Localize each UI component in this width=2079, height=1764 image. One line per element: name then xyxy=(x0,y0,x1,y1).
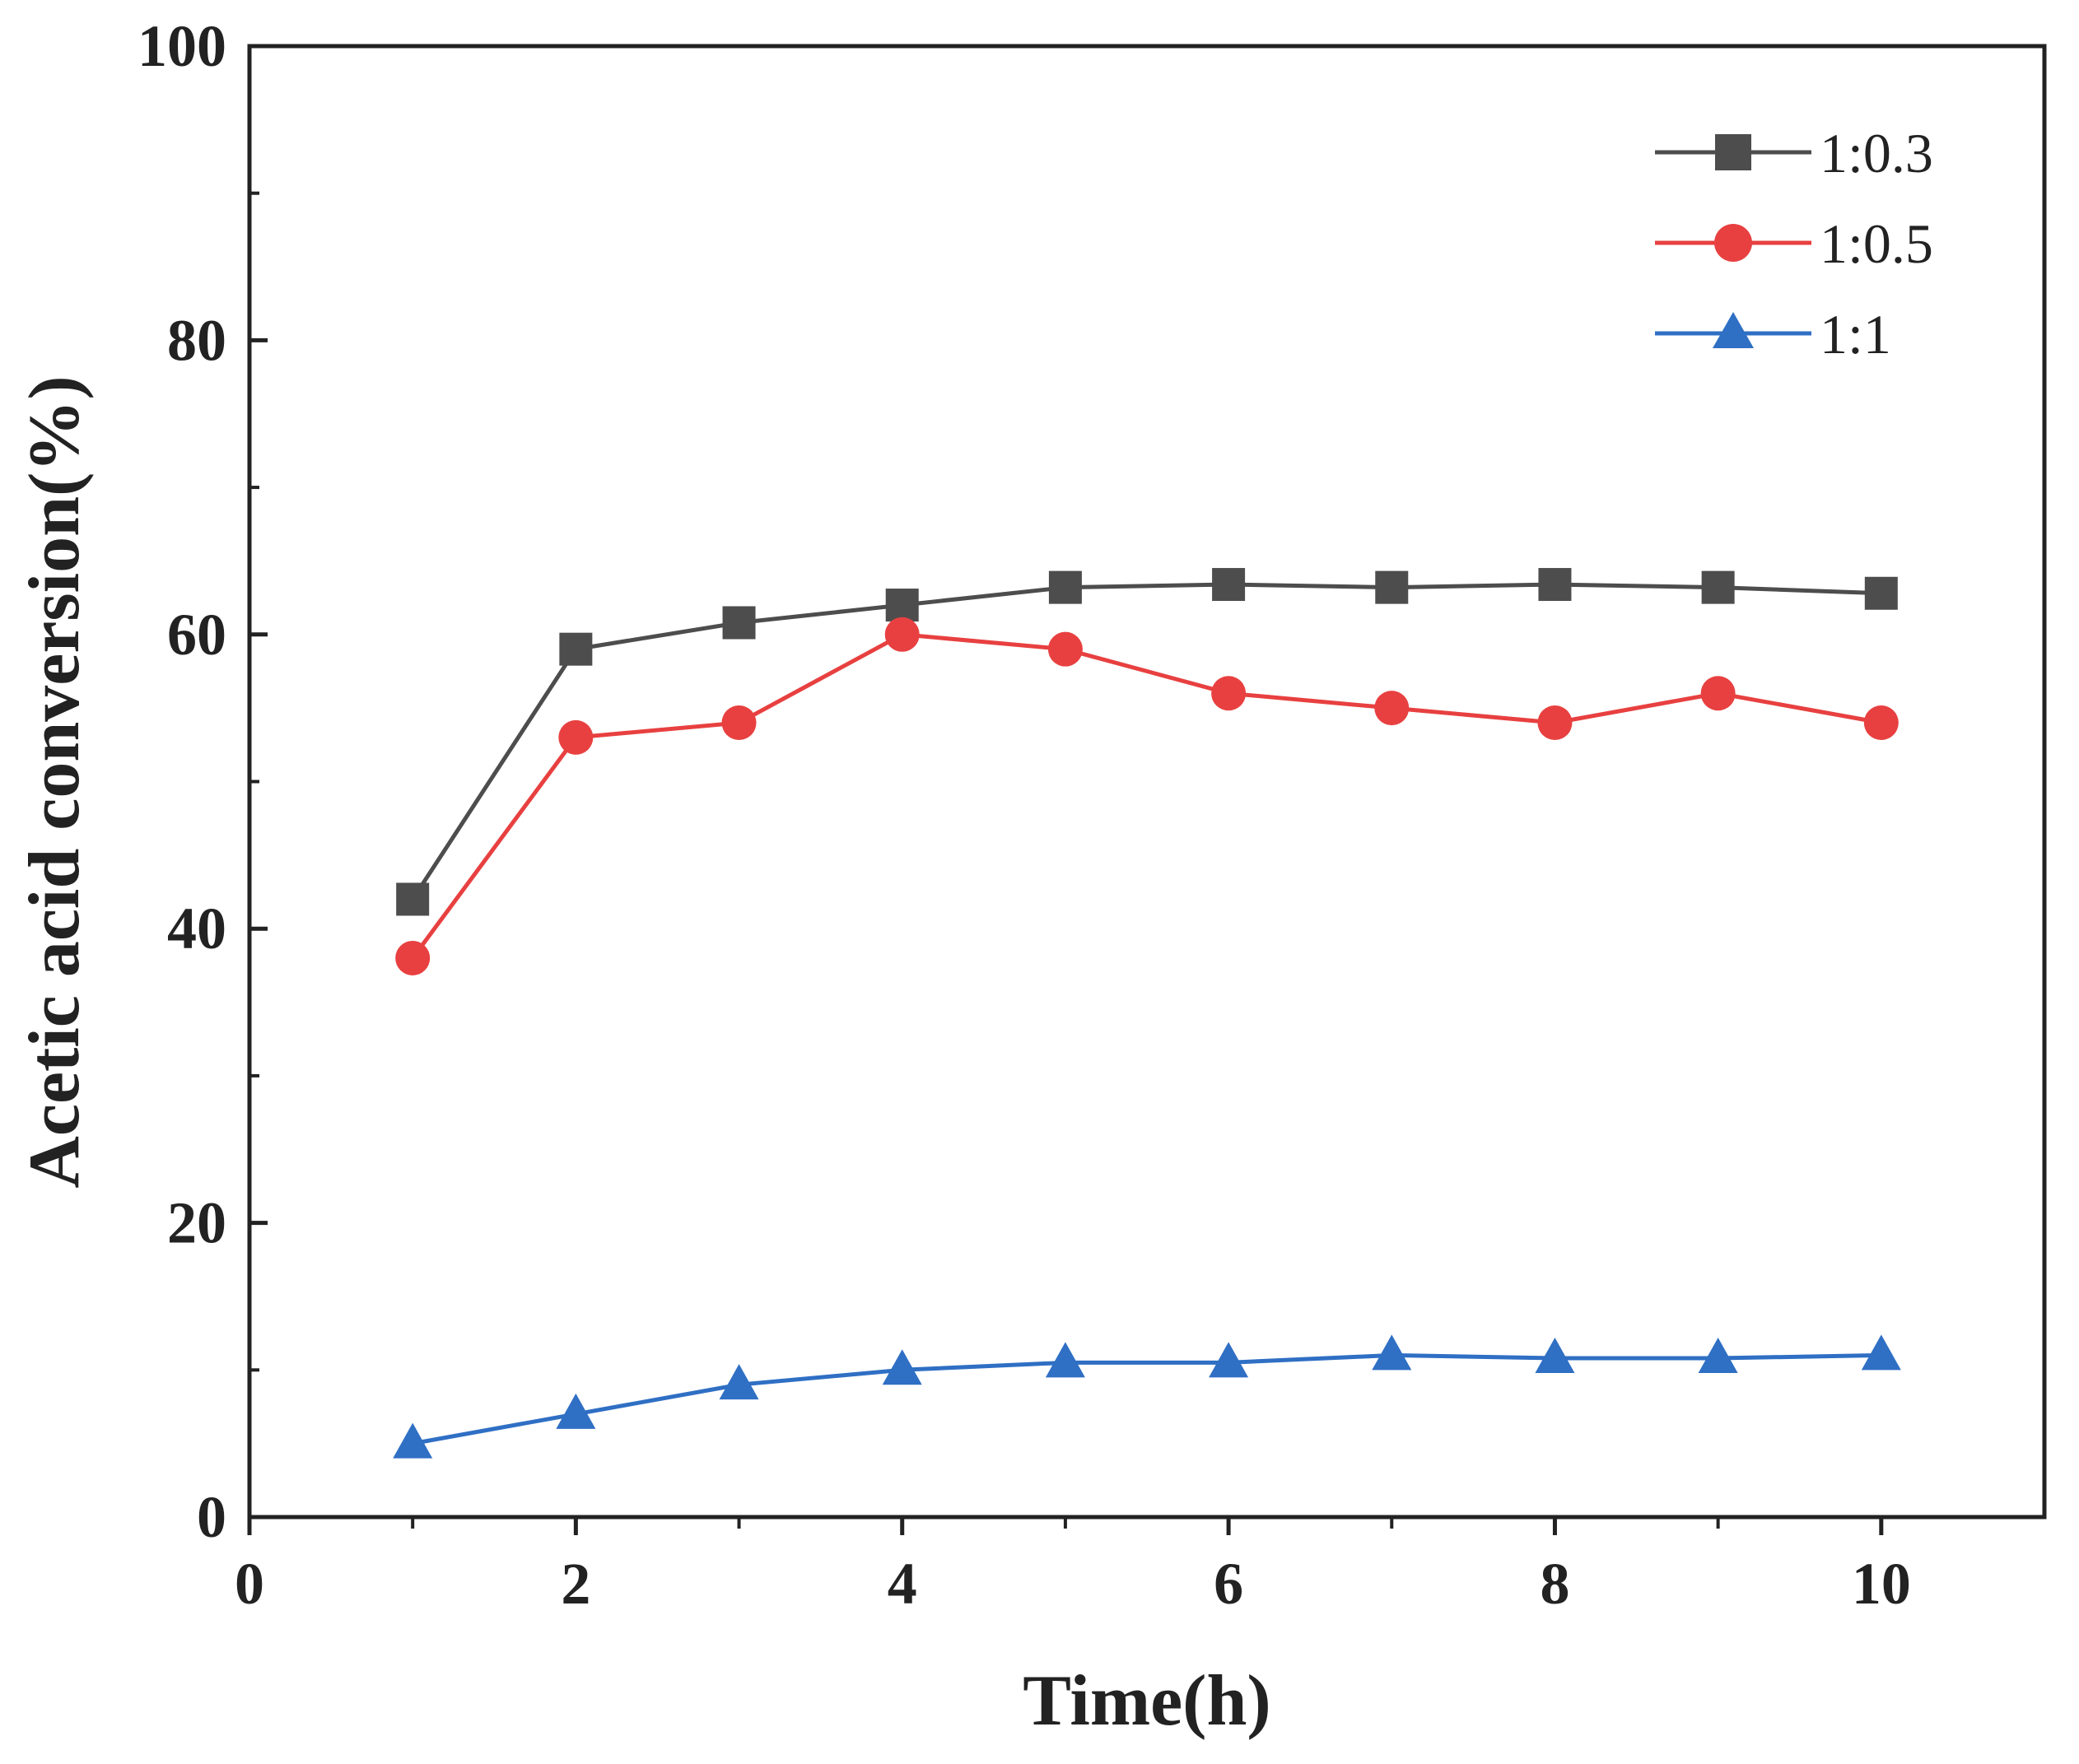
data-point-s2-8 xyxy=(1537,705,1573,741)
legend-marker-1 xyxy=(1715,134,1751,170)
data-point-s3-1 xyxy=(393,1422,433,1459)
y-tick-label-0: 0 xyxy=(197,1484,226,1550)
x-tick-label-5: 10 xyxy=(1852,1551,1911,1617)
x-tick-label-0: 0 xyxy=(235,1551,264,1617)
x-tick-label-2: 4 xyxy=(888,1551,917,1617)
data-point-s3-4 xyxy=(882,1349,922,1385)
data-point-s2-1 xyxy=(395,940,431,975)
data-point-s2-7 xyxy=(1374,691,1410,726)
legend: 1:0.3 1:0.5 1:1 xyxy=(1655,122,1933,365)
legend-label-3: 1:1 xyxy=(1820,303,1891,365)
data-point-s2-6 xyxy=(1211,676,1247,711)
data-point-s2-3 xyxy=(721,705,757,741)
data-point-s3-7 xyxy=(1372,1334,1412,1371)
y-tick-label-1: 20 xyxy=(167,1190,226,1256)
legend-label-2: 1:0.5 xyxy=(1820,212,1933,275)
data-point-s2-4 xyxy=(884,617,920,652)
legend-item-1: 1:0.3 xyxy=(1655,122,1933,184)
legend-label-1: 1:0.3 xyxy=(1820,122,1933,184)
data-point-s1-6 xyxy=(1212,568,1246,602)
data-point-s1-4 xyxy=(885,589,919,622)
legend-marker-2 xyxy=(1714,224,1752,262)
legend-item-3: 1:1 xyxy=(1655,303,1891,365)
plot-area xyxy=(247,44,2047,1520)
data-point-s3-3 xyxy=(719,1364,759,1400)
data-point-s3-9 xyxy=(1698,1338,1738,1374)
data-point-s1-1 xyxy=(396,882,430,916)
data-point-s1-9 xyxy=(1701,570,1735,604)
data-point-s1-7 xyxy=(1375,570,1409,604)
x-tick-label-3: 6 xyxy=(1214,1551,1243,1617)
y-tick-label-5: 100 xyxy=(138,13,226,79)
series-2 xyxy=(395,617,1899,975)
data-point-s3-5 xyxy=(1045,1342,1085,1378)
data-point-s3-6 xyxy=(1209,1342,1249,1378)
series-3 xyxy=(393,1334,1901,1459)
data-point-s3-8 xyxy=(1535,1338,1575,1374)
y-axis-title: Acetic acid conversion(%) xyxy=(15,375,95,1188)
y-tick-label-4: 80 xyxy=(167,307,226,373)
data-point-s2-5 xyxy=(1047,631,1083,667)
data-point-s1-10 xyxy=(1864,576,1898,610)
data-point-s2-10 xyxy=(1863,705,1899,741)
data-point-s1-2 xyxy=(559,632,593,666)
data-point-s1-5 xyxy=(1048,570,1082,604)
series-line-3 xyxy=(412,1352,1881,1446)
series-1 xyxy=(396,568,1898,916)
data-point-s1-8 xyxy=(1538,568,1572,602)
series-layer xyxy=(393,568,1901,1459)
legend-marker-3 xyxy=(1713,312,1754,348)
y-tick-label-2: 40 xyxy=(167,896,226,961)
x-axis-title: Time(h) xyxy=(1023,1661,1270,1741)
series-line-1 xyxy=(411,582,1881,901)
axis-ticks: 0 20 40 60 80 100 0 2 4 6 8 10 xyxy=(138,13,1911,1617)
data-point-s1-3 xyxy=(722,606,756,640)
series-line-2 xyxy=(411,632,1882,960)
data-point-s2-2 xyxy=(558,719,594,755)
x-tick-label-1: 2 xyxy=(561,1551,590,1617)
y-tick-label-3: 60 xyxy=(167,602,226,668)
data-point-s3-2 xyxy=(556,1393,596,1429)
data-point-s3-10 xyxy=(1861,1334,1901,1371)
legend-item-2: 1:0.5 xyxy=(1655,212,1933,275)
data-point-s2-9 xyxy=(1700,676,1736,711)
x-tick-label-4: 8 xyxy=(1540,1551,1569,1617)
